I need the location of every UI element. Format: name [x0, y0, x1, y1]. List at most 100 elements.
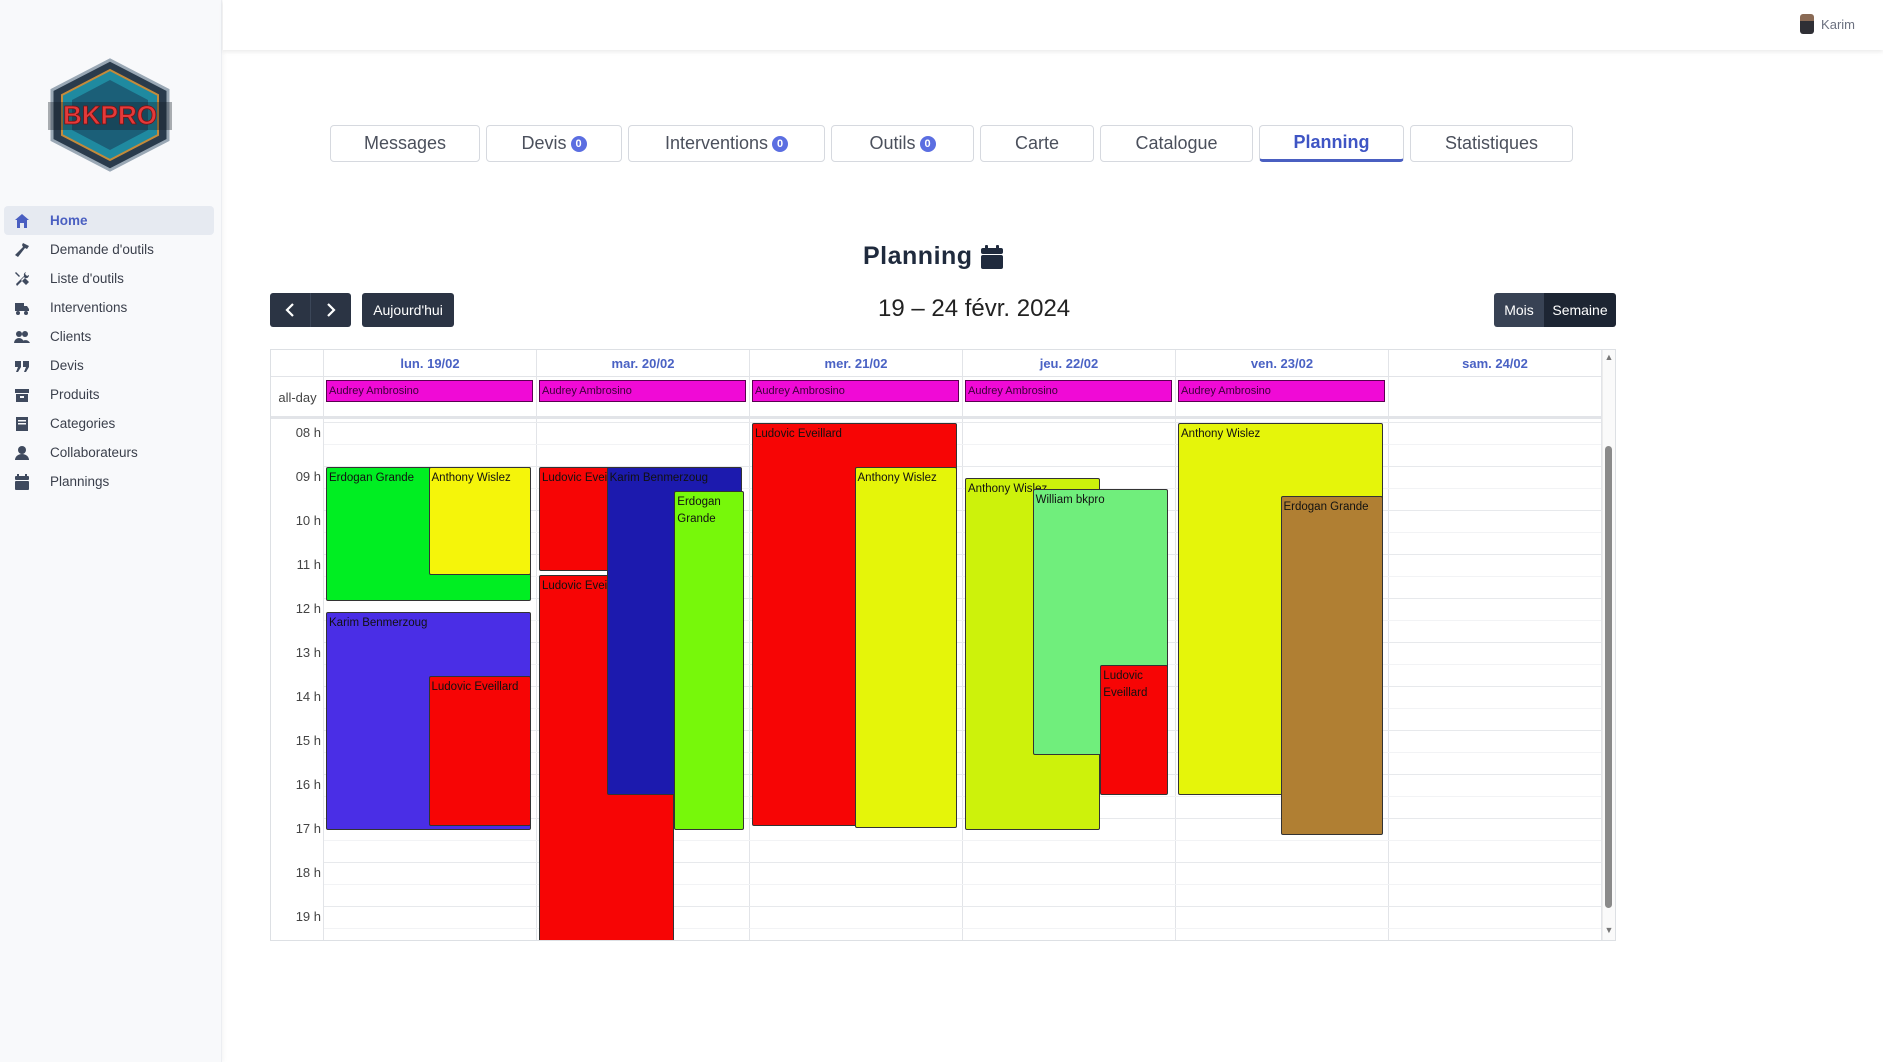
- hour-label: 10 h: [295, 513, 321, 528]
- allday-event[interactable]: Audrey Ambrosino: [539, 380, 746, 402]
- hour-label: 16 h: [295, 777, 321, 792]
- half-hour-line: [324, 752, 1601, 753]
- tab-catalogue[interactable]: Catalogue: [1100, 125, 1253, 162]
- next-week-button[interactable]: [310, 293, 351, 327]
- tab-label: Statistiques: [1444, 133, 1539, 153]
- prev-week-button[interactable]: [270, 293, 310, 327]
- user-name: Karim: [1821, 16, 1855, 32]
- tab-interventions[interactable]: Interventions 0: [628, 125, 825, 162]
- home-icon: [12, 213, 32, 229]
- calendar-event[interactable]: Anthony Wislez: [428, 467, 531, 575]
- sidebar-item-demande-d-outils[interactable]: Demande d'outils: [4, 235, 214, 264]
- allday-event[interactable]: Audrey Ambrosino: [965, 380, 1172, 402]
- users-icon: [12, 329, 32, 345]
- tab-outils[interactable]: Outils 0: [831, 125, 974, 162]
- hour-line: [324, 906, 1601, 907]
- day-column-divider: [749, 350, 750, 940]
- sidebar-item-clients[interactable]: Clients: [4, 322, 214, 351]
- sidebar-item-label: Liste d'outils: [50, 271, 124, 286]
- sidebar-item-label: Devis: [50, 358, 84, 373]
- hour-label: 17 h: [295, 821, 321, 836]
- tab-label: Devis: [521, 133, 567, 153]
- day-header[interactable]: sam. 24/02: [1389, 350, 1602, 377]
- sidebar-item-label: Clients: [50, 329, 92, 344]
- sidebar-item-categories[interactable]: Categories: [4, 409, 214, 438]
- sidebar-item-collaborateurs[interactable]: Collaborateurs: [4, 438, 214, 467]
- calendar-scroll-thumb[interactable]: [1605, 446, 1612, 908]
- scroll-down-icon[interactable]: ▼: [1604, 925, 1614, 935]
- hour-line: [324, 818, 1601, 819]
- hour-label: 12 h: [295, 601, 321, 616]
- half-hour-line: [324, 796, 1601, 797]
- sidebar-nav: Home Demande d'outils Liste d'outils Interv…: [4, 206, 214, 496]
- today-button[interactable]: Aujourd'hui: [362, 293, 454, 327]
- month-view-button[interactable]: Mois: [1494, 293, 1544, 327]
- hour-label: 19 h: [295, 909, 321, 924]
- day-column-divider: [1175, 350, 1176, 940]
- calendar-event[interactable]: Erdogan Grande: [674, 491, 744, 831]
- tab-devis[interactable]: Devis 0: [486, 125, 622, 162]
- sidebar-item-label: Home: [50, 213, 88, 228]
- hour-label: 14 h: [295, 689, 321, 704]
- calendar-event[interactable]: Ludovic Eveillard: [428, 676, 531, 826]
- hour-line: [324, 554, 1601, 555]
- allday-event[interactable]: Audrey Ambrosino: [1178, 380, 1385, 402]
- chevron-left-icon: [285, 303, 294, 317]
- sidebar-item-devis[interactable]: Devis: [4, 351, 214, 380]
- tools-icon: [12, 271, 32, 287]
- calendar-icon: [12, 473, 32, 490]
- count-badge: 0: [570, 135, 587, 152]
- half-hour-line: [324, 532, 1601, 533]
- day-header[interactable]: ven. 23/02: [1176, 350, 1389, 377]
- chevron-right-icon: [327, 303, 336, 317]
- hour-line: [324, 422, 1601, 423]
- day-header[interactable]: mar. 20/02: [537, 350, 750, 377]
- day-column-divider: [536, 350, 537, 940]
- bkpro-logo[interactable]: BKPRO: [48, 58, 172, 172]
- hour-label: 13 h: [295, 645, 321, 660]
- quote-icon: [12, 358, 32, 374]
- hour-line: [324, 774, 1601, 775]
- sidebar-item-home[interactable]: Home: [4, 206, 214, 235]
- sidebar-item-interventions[interactable]: Interventions: [4, 293, 214, 322]
- half-hour-line: [324, 664, 1601, 665]
- sidebar-item-label: Categories: [50, 416, 116, 431]
- sidebar-item-plannings[interactable]: Plannings: [4, 467, 214, 496]
- day-header[interactable]: mer. 21/02: [750, 350, 963, 377]
- hour-line: [324, 686, 1601, 687]
- main-tabs: Messages Devis 0 Interventions 0 Outils 0 Carte…: [330, 125, 1579, 162]
- hour-label: 18 h: [295, 865, 321, 880]
- calendar-event[interactable]: Anthony Wislez: [854, 467, 957, 828]
- hour-label: 09 h: [295, 469, 321, 484]
- allday-event[interactable]: Audrey Ambrosino: [326, 380, 533, 402]
- half-hour-line: [324, 840, 1601, 841]
- tab-label: Catalogue: [1135, 133, 1218, 153]
- day-header[interactable]: lun. 19/02: [324, 350, 537, 377]
- sidebar-item-label: Demande d'outils: [50, 242, 154, 257]
- tab-planning[interactable]: Planning: [1259, 125, 1404, 162]
- sidebar-item-label: Produits: [50, 387, 100, 402]
- half-hour-line: [324, 444, 1601, 445]
- hour-label: 15 h: [295, 733, 321, 748]
- sidebar-item-produits[interactable]: Produits: [4, 380, 214, 409]
- calendar-event[interactable]: Erdogan Grande: [1280, 495, 1383, 835]
- allday-event[interactable]: Audrey Ambrosino: [752, 380, 959, 402]
- scroll-up-icon[interactable]: ▲: [1604, 352, 1614, 362]
- tab-statistiques[interactable]: Statistiques: [1410, 125, 1573, 162]
- user-menu[interactable]: Karim: [1800, 14, 1855, 34]
- user-icon: [12, 445, 32, 461]
- header-corner: [271, 350, 324, 377]
- day-column-divider: [323, 350, 324, 940]
- half-hour-line: [324, 884, 1601, 885]
- box-icon: [12, 387, 32, 403]
- page-title-text: Planning: [863, 242, 973, 270]
- page-title: Planning: [863, 242, 1003, 271]
- calendar-event[interactable]: Ludovic Eveillard: [1100, 665, 1168, 795]
- tab-carte[interactable]: Carte: [980, 125, 1094, 162]
- tab-messages[interactable]: Messages: [330, 125, 480, 162]
- sidebar-item-liste-d-outils[interactable]: Liste d'outils: [4, 264, 214, 293]
- sidebar: BKPRO Home Demande d'outils Liste d'outils…: [0, 0, 222, 1062]
- hour-line: [324, 730, 1601, 731]
- day-header[interactable]: jeu. 22/02: [963, 350, 1176, 377]
- week-view-button[interactable]: Semaine: [1544, 293, 1616, 327]
